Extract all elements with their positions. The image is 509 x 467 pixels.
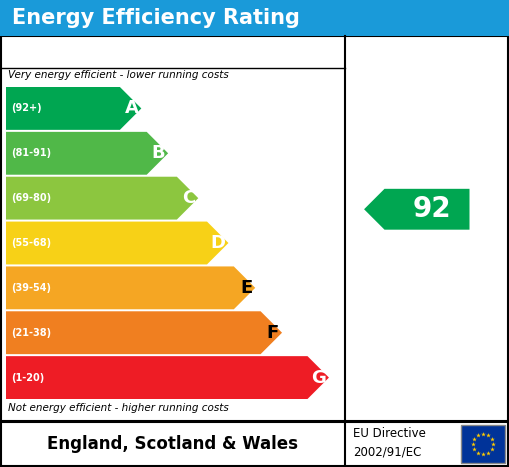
Text: G: G bbox=[311, 368, 326, 387]
Polygon shape bbox=[6, 311, 282, 354]
Polygon shape bbox=[6, 177, 199, 219]
Bar bbox=[461, 425, 505, 463]
Text: England, Scotland & Wales: England, Scotland & Wales bbox=[47, 435, 298, 453]
Text: Very energy efficient - lower running costs: Very energy efficient - lower running co… bbox=[8, 70, 229, 80]
Text: 92: 92 bbox=[413, 195, 451, 223]
Bar bbox=[1, 36, 508, 421]
Text: F: F bbox=[267, 324, 279, 342]
Text: (69-80): (69-80) bbox=[11, 193, 51, 203]
Text: Energy Efficiency Rating: Energy Efficiency Rating bbox=[12, 8, 300, 28]
Polygon shape bbox=[6, 132, 168, 175]
Text: 2002/91/EC: 2002/91/EC bbox=[353, 446, 421, 459]
Text: Not energy efficient - higher running costs: Not energy efficient - higher running co… bbox=[8, 403, 229, 413]
Text: (92+): (92+) bbox=[11, 103, 42, 113]
Text: E: E bbox=[240, 279, 252, 297]
Polygon shape bbox=[6, 356, 329, 399]
Bar bbox=[0, 0, 509, 36]
Text: (21-38): (21-38) bbox=[11, 328, 51, 338]
Polygon shape bbox=[6, 221, 229, 264]
Polygon shape bbox=[6, 87, 142, 130]
Text: (1-20): (1-20) bbox=[11, 373, 44, 382]
Polygon shape bbox=[6, 267, 255, 309]
Polygon shape bbox=[364, 189, 469, 230]
Text: EU Directive: EU Directive bbox=[353, 427, 426, 440]
Text: C: C bbox=[182, 189, 195, 207]
Text: (39-54): (39-54) bbox=[11, 283, 51, 293]
Text: B: B bbox=[152, 144, 165, 163]
Bar bbox=[1, 422, 508, 466]
Text: A: A bbox=[125, 99, 138, 117]
Text: (55-68): (55-68) bbox=[11, 238, 51, 248]
Text: D: D bbox=[210, 234, 225, 252]
Text: (81-91): (81-91) bbox=[11, 149, 51, 158]
